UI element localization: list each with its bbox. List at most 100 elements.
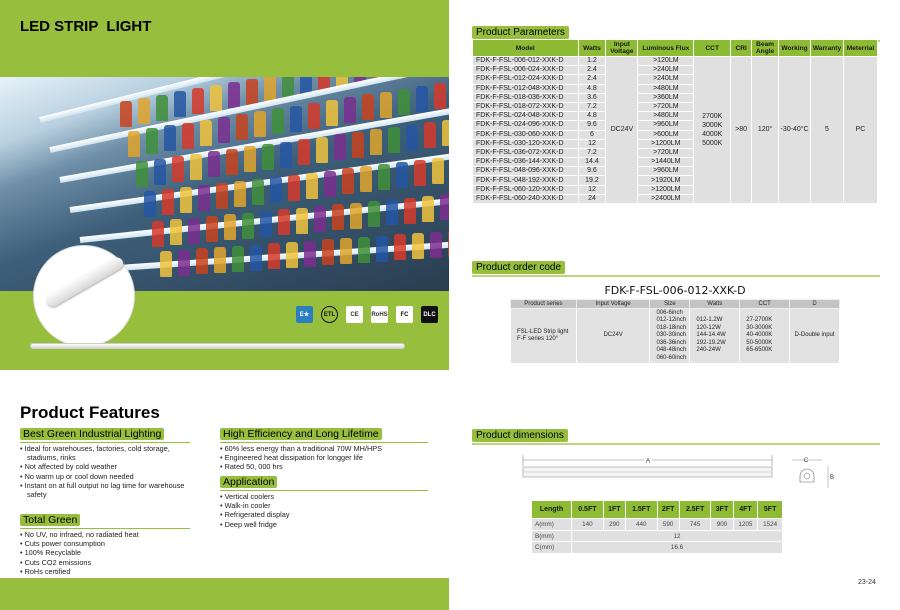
section-heading: Product Parameters xyxy=(472,26,569,39)
product-bottle xyxy=(300,77,312,95)
beam-cell: 120° xyxy=(751,56,780,204)
column-header: Length xyxy=(531,500,572,519)
column-header: Working xyxy=(778,39,812,57)
product-bottle xyxy=(264,77,276,102)
product-bottle xyxy=(322,239,334,266)
product-bottle xyxy=(160,251,172,277)
watts-cell: 9.6 xyxy=(577,120,607,131)
product-bottle xyxy=(180,186,192,213)
cct-option: 30-3000K xyxy=(746,324,773,331)
product-bottle xyxy=(336,77,348,89)
column-header: Watts xyxy=(577,39,607,57)
feature-item: No UV, no infraed, no radiated heat xyxy=(20,530,190,539)
watts-cell: 1.2 xyxy=(577,55,607,67)
ce-logo-icon: CE xyxy=(346,306,363,323)
flux-cell: >960LM xyxy=(637,120,695,131)
product-bottle xyxy=(416,85,428,112)
label-c: C xyxy=(804,458,809,464)
column-header: 5FT xyxy=(757,500,783,519)
product-bottle xyxy=(360,166,372,193)
flux-cell: >120LM xyxy=(637,55,695,67)
watts-cell: 24 xyxy=(577,193,607,205)
product-bottle xyxy=(314,206,326,233)
dimensions-header: Product dimensions xyxy=(472,425,880,445)
product-bottle xyxy=(178,249,190,276)
product-bottle xyxy=(136,161,148,187)
flux-cell: >1920LM xyxy=(637,175,695,186)
watts-cell: 14.4 xyxy=(577,157,607,168)
supermarket-fridge-photo xyxy=(0,77,449,291)
watts-option: 012-1.2W xyxy=(696,317,723,324)
section-application: Application Vertical coolersWalk-in coole… xyxy=(220,472,428,529)
size-option: 030-30inch xyxy=(656,332,687,339)
product-bottle xyxy=(290,105,302,132)
model-cell: FDK-F-FSL-024-048-XXK-D xyxy=(472,111,579,122)
cct-option: 50-5000K xyxy=(746,339,773,346)
feature-item: Refrigerated display xyxy=(220,510,428,519)
product-bottle xyxy=(340,238,352,265)
product-bottle xyxy=(146,128,158,155)
product-bottle xyxy=(398,88,410,115)
a-value: 1205 xyxy=(732,518,759,531)
model-cell: FDK-F-FSL-060-120-XXK-D xyxy=(472,184,579,195)
features-title: Product Features xyxy=(20,403,160,422)
footer-band xyxy=(0,578,449,610)
flux-cell: >720LM xyxy=(637,101,695,113)
product-bottle xyxy=(358,236,370,263)
order-code-table: Product series Input Voltage Size Watts CCT D… xyxy=(510,299,840,364)
feature-item: Rated 50, 000 hrs xyxy=(220,462,428,471)
product-bottle xyxy=(430,231,442,258)
product-bottle xyxy=(246,78,258,105)
section-heading: Product dimensions xyxy=(472,429,568,442)
model-cell: FDK-F-FSL-012-024-XXK-D xyxy=(472,74,579,85)
product-bottle xyxy=(386,199,398,226)
column-header: Warranty xyxy=(810,39,844,57)
product-bottle xyxy=(282,77,294,99)
product-bottle xyxy=(432,158,444,185)
flux-cell: >960LM xyxy=(637,166,695,177)
rohs-logo-icon: RoHS xyxy=(371,306,388,323)
section-total-green: Total Green No UV, no infraed, no radiate… xyxy=(20,510,190,576)
watts-cell: 12 xyxy=(577,138,607,149)
product-bottle xyxy=(234,180,246,207)
voltage-cell: DC24V xyxy=(605,56,639,204)
column-header: CCT xyxy=(693,39,732,57)
product-bottle xyxy=(154,158,166,185)
series-cell: FSL-LED Strip light F-F series 120° xyxy=(510,308,577,364)
product-bottle xyxy=(440,194,449,221)
product-bottle xyxy=(352,131,364,158)
product-bottle xyxy=(324,170,336,197)
product-bottle xyxy=(304,240,316,267)
product-bottle xyxy=(344,97,356,124)
label-a: A xyxy=(646,459,650,465)
size-option: 018-18inch xyxy=(656,324,687,331)
flux-cell: >360LM xyxy=(637,92,695,103)
product-bottle xyxy=(424,122,436,149)
product-bottle xyxy=(152,221,164,247)
size-cell: 006-6inch 012-12inch 018-18inch 030-30inch 0… xyxy=(649,308,691,364)
model-cell: FDK-F-FSL-030-060-XXK-D xyxy=(472,129,579,140)
cct-value: 3000K xyxy=(702,122,723,129)
product-bottle xyxy=(232,245,244,272)
table-row: FDK-F-FSL-060-240-XXK-D 24 >2400LM xyxy=(472,193,878,205)
model-cell: FDK-F-FSL-012-048-XXK-D xyxy=(472,83,579,94)
model-cell: FDK-F-FSL-060-240-XXK-D xyxy=(472,193,579,205)
watts-option: 240-24W xyxy=(696,347,721,354)
flux-cell: >1440LM xyxy=(637,157,695,168)
product-bottle xyxy=(164,125,176,152)
product-bottle xyxy=(414,160,426,187)
size-option: 048-48inch xyxy=(656,347,687,354)
dimensions-table: Length 0.5FT 1FT 1.5FT 2FT 2.5FT 3FT 4FT 5FT A(m… xyxy=(531,500,783,555)
watts-option: 144-14.4W xyxy=(696,332,726,339)
flux-cell: >480LM xyxy=(637,111,695,122)
section-heading: Product order code xyxy=(472,261,566,274)
a-value: 745 xyxy=(678,518,712,531)
voltage-cell: DC24V xyxy=(575,308,651,364)
size-option: 060-60inch xyxy=(656,354,687,361)
column-header: Meterrial xyxy=(842,39,879,57)
product-bottle xyxy=(156,94,168,121)
b-value: 12 xyxy=(571,529,783,543)
feature-item: 100% Recyclable xyxy=(20,548,190,557)
column-header: Input Voltage xyxy=(575,299,651,309)
cct-cell: 2700K 3000K 4000K 5000K xyxy=(693,56,732,204)
